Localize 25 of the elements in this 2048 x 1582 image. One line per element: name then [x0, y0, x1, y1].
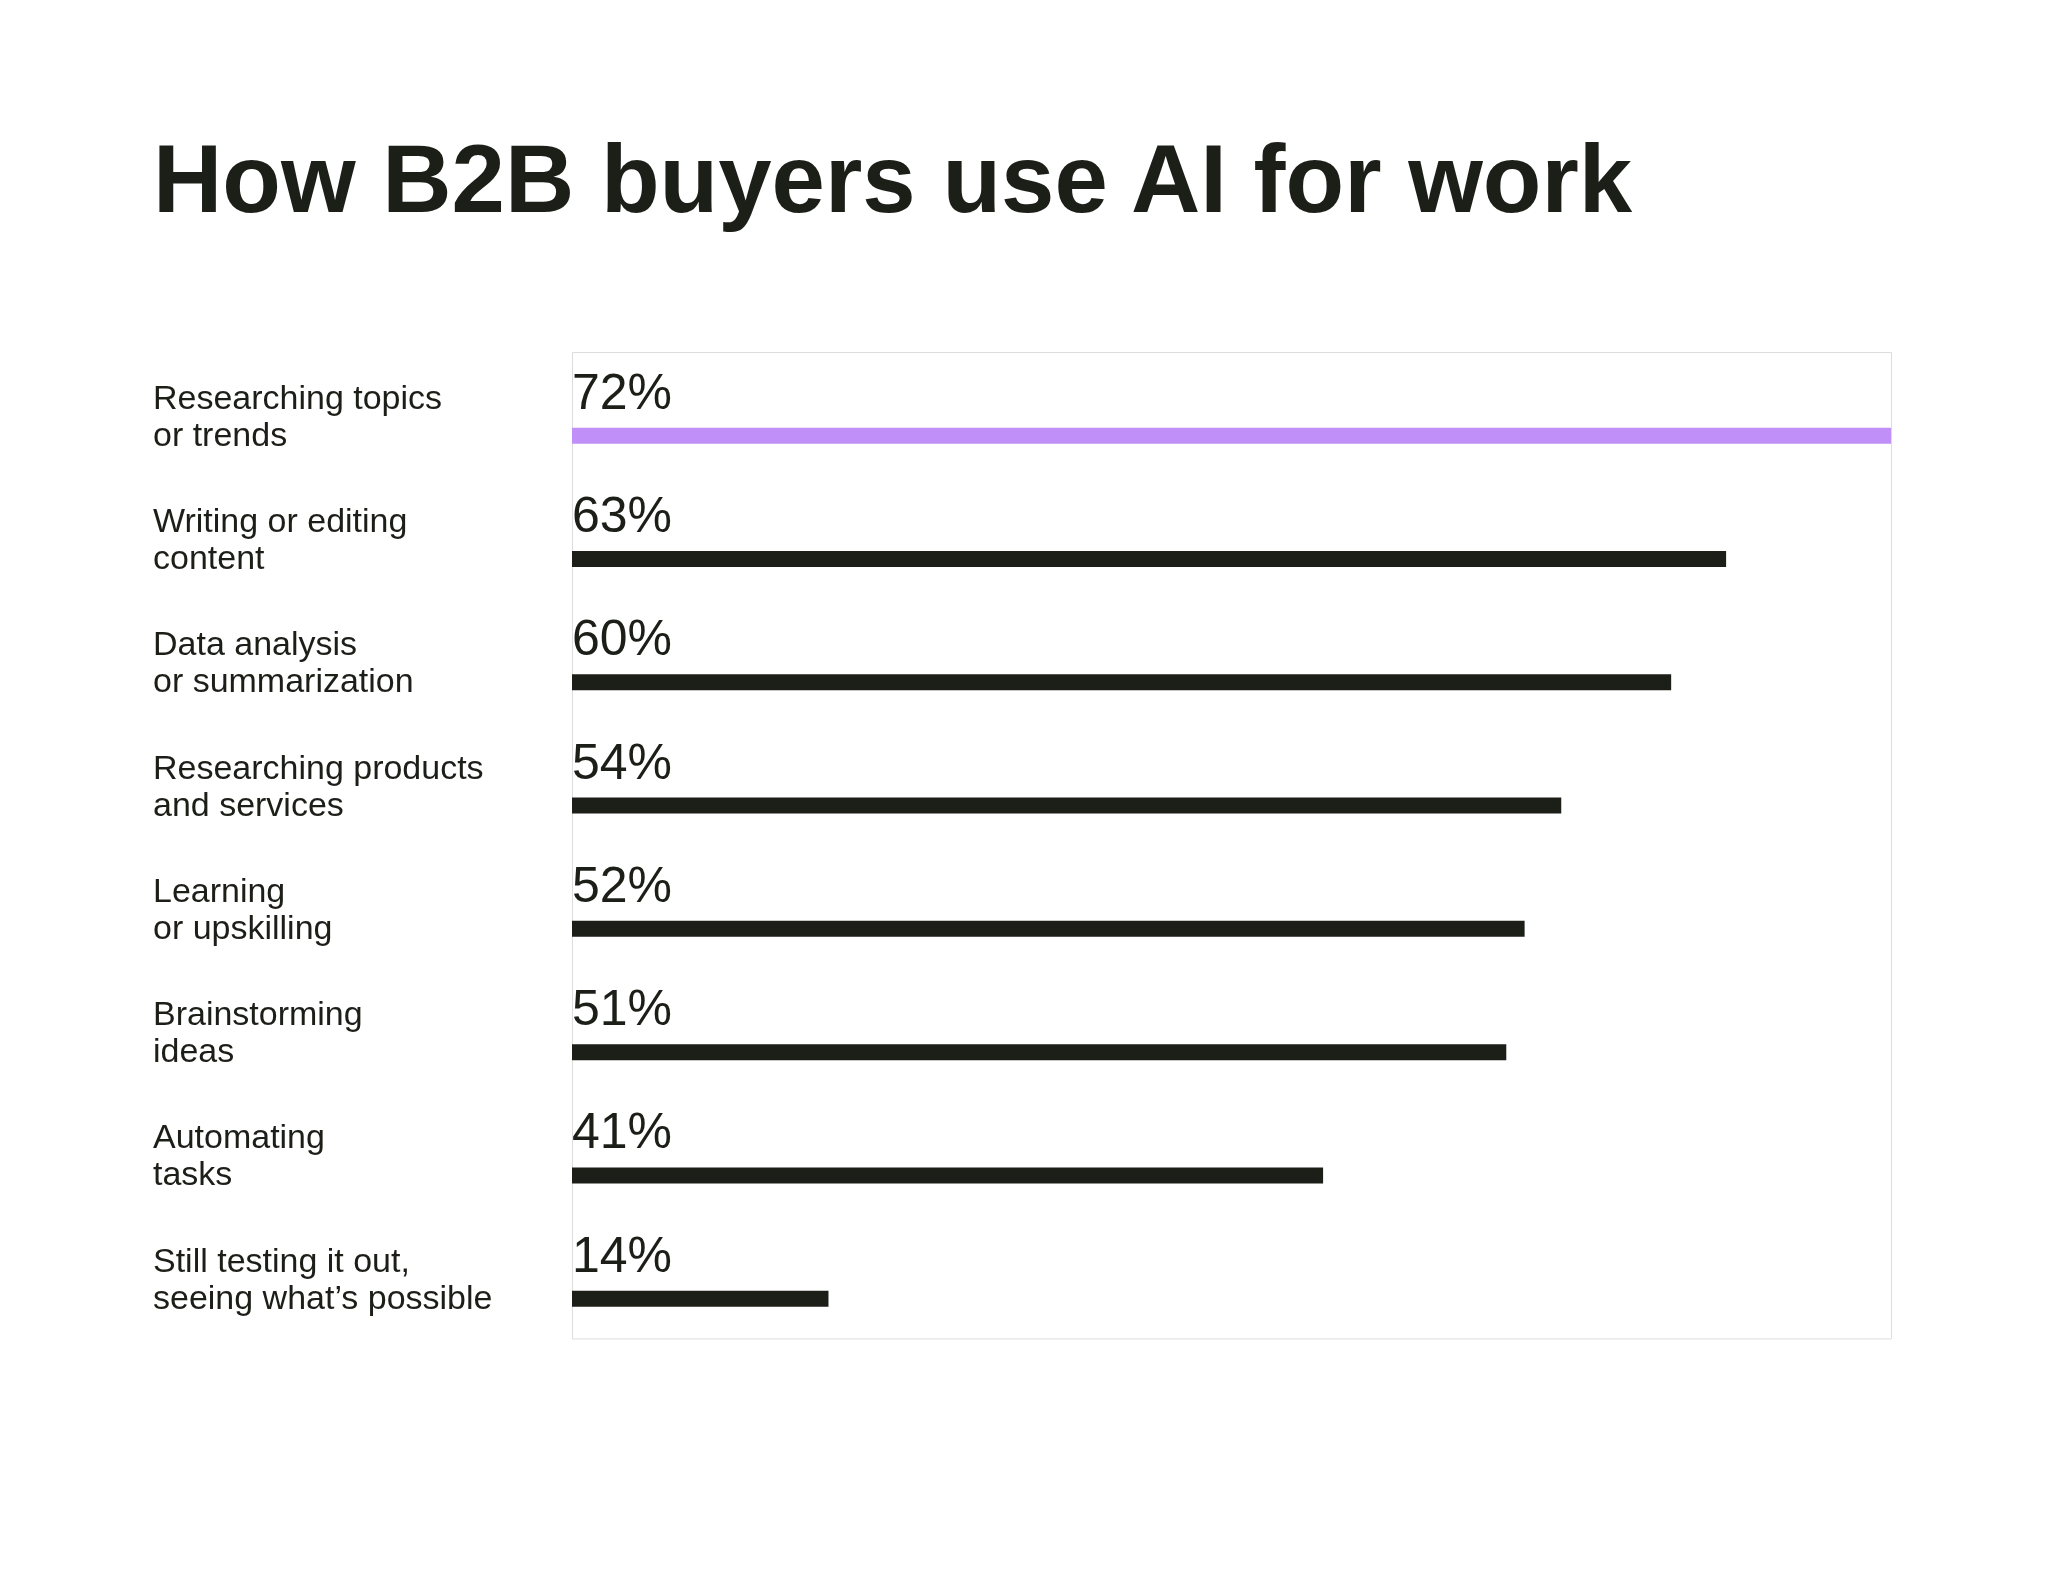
y-tick-label: Researching topics or trends: [153, 377, 443, 453]
y-tick-label: Still testing it out, seeing what’s possible: [153, 1240, 493, 1316]
data-label: 14%: [572, 1226, 673, 1283]
bar: [572, 1290, 829, 1307]
y-tick-label: Automating tasks: [153, 1117, 325, 1193]
data-label: 60%: [572, 610, 673, 667]
bar: [572, 674, 1672, 691]
bar: [572, 550, 1727, 567]
data-label: 72%: [572, 363, 673, 420]
data-label: 51%: [572, 980, 673, 1037]
y-tick-label: Learning or upskilling: [153, 870, 333, 946]
chart-title: How B2B buyers use AI for work: [153, 125, 1633, 232]
y-tick-label: Brainstorming ideas: [153, 994, 363, 1070]
bar: [572, 797, 1562, 814]
data-label: 54%: [572, 733, 673, 790]
y-tick-label: Writing or editing content: [153, 500, 408, 576]
data-label: 52%: [572, 856, 673, 913]
bar: [572, 1167, 1324, 1184]
bar: [572, 920, 1525, 937]
data-label: 41%: [572, 1103, 673, 1160]
bar: [572, 1044, 1507, 1061]
y-tick-label: Data analysis or summarization: [153, 624, 414, 700]
bar: [572, 427, 1891, 444]
y-tick-label: Researching products and services: [153, 747, 484, 823]
data-label: 63%: [572, 486, 673, 543]
